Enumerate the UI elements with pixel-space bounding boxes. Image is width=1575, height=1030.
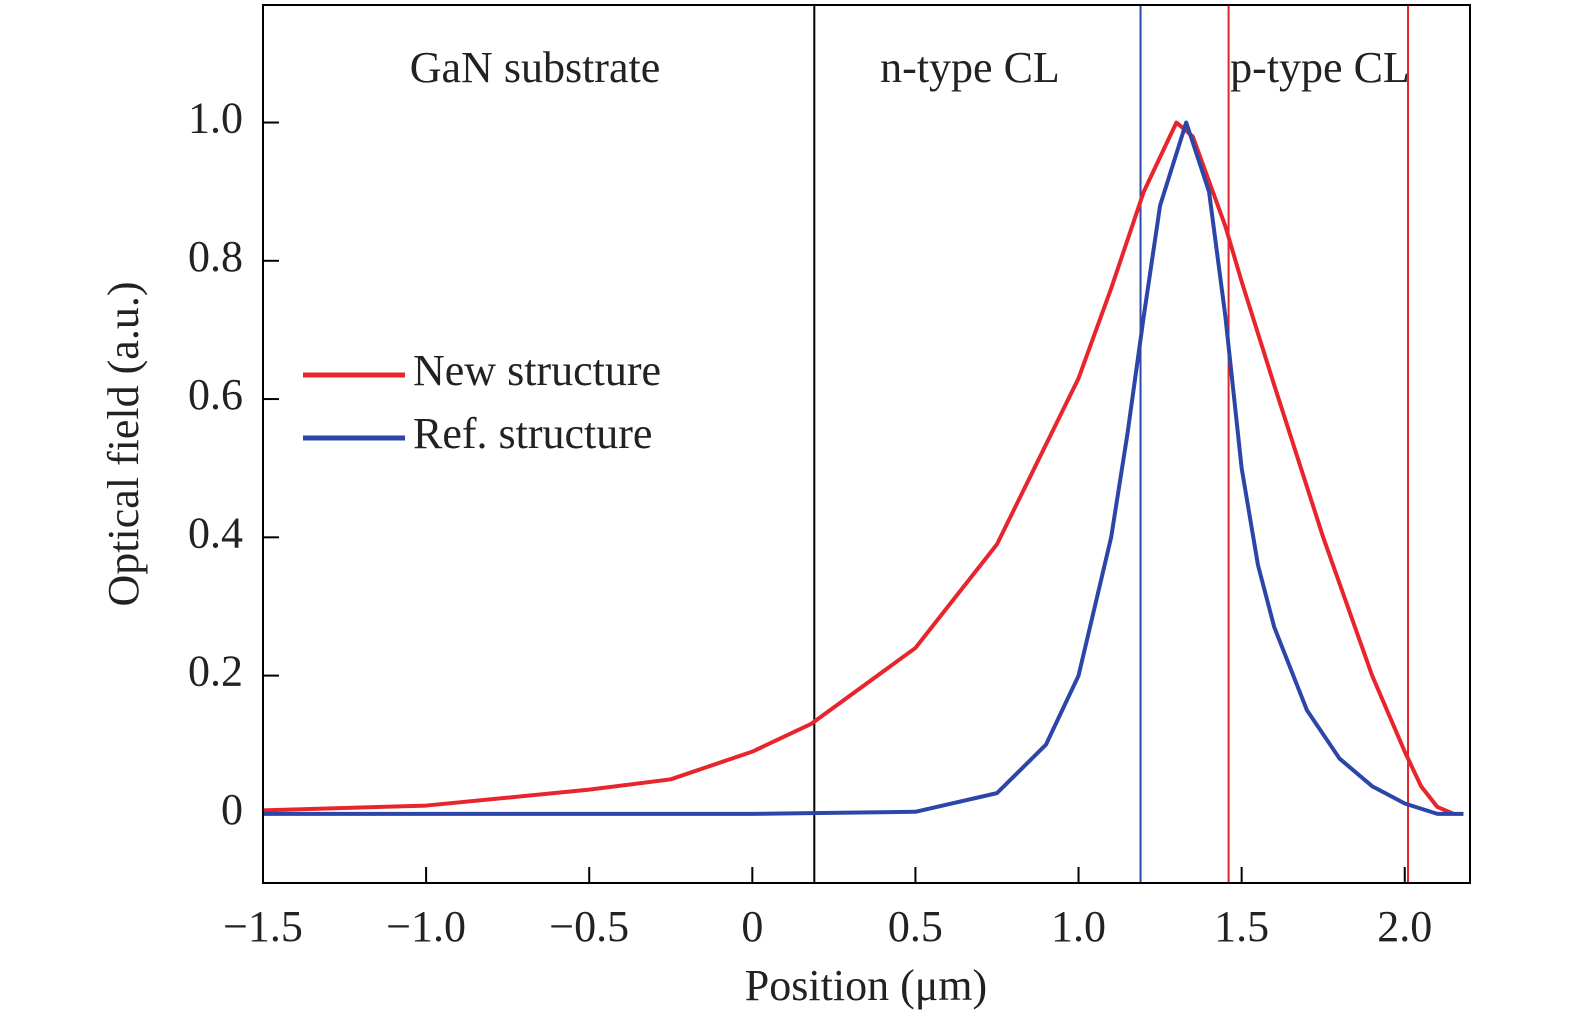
- legend-label: Ref. structure: [413, 409, 652, 458]
- x-tick-label: −0.5: [549, 902, 629, 951]
- y-tick-label: 0.8: [188, 232, 243, 281]
- y-tick-label: 1.0: [188, 94, 243, 143]
- x-tick-label: −1.0: [386, 902, 466, 951]
- y-tick-label: 0.2: [188, 647, 243, 696]
- x-tick-label: 1.0: [1051, 902, 1106, 951]
- x-tick-label: −1.5: [223, 902, 303, 951]
- x-tick-label: 2.0: [1377, 902, 1432, 951]
- y-tick-label: 0.4: [188, 508, 243, 557]
- x-tick-label: 0.5: [888, 902, 943, 951]
- legend-label: New structure: [413, 346, 661, 395]
- region-label: n-type CL: [880, 43, 1060, 92]
- x-tick-label: 1.5: [1214, 902, 1269, 951]
- series-line: [262, 120, 1455, 816]
- y-tick-label: 0: [221, 785, 243, 834]
- region-label: p-type CL: [1230, 43, 1410, 92]
- y-tick-label: 0.6: [188, 370, 243, 419]
- x-axis-label: Position (μm): [745, 961, 987, 1010]
- y-axis-label: Optical field (a.u.): [99, 282, 148, 607]
- region-label: GaN substrate: [410, 43, 661, 92]
- series-line: [263, 120, 1464, 816]
- plot-frame: [262, 4, 1471, 884]
- x-tick-label: 0: [741, 902, 763, 951]
